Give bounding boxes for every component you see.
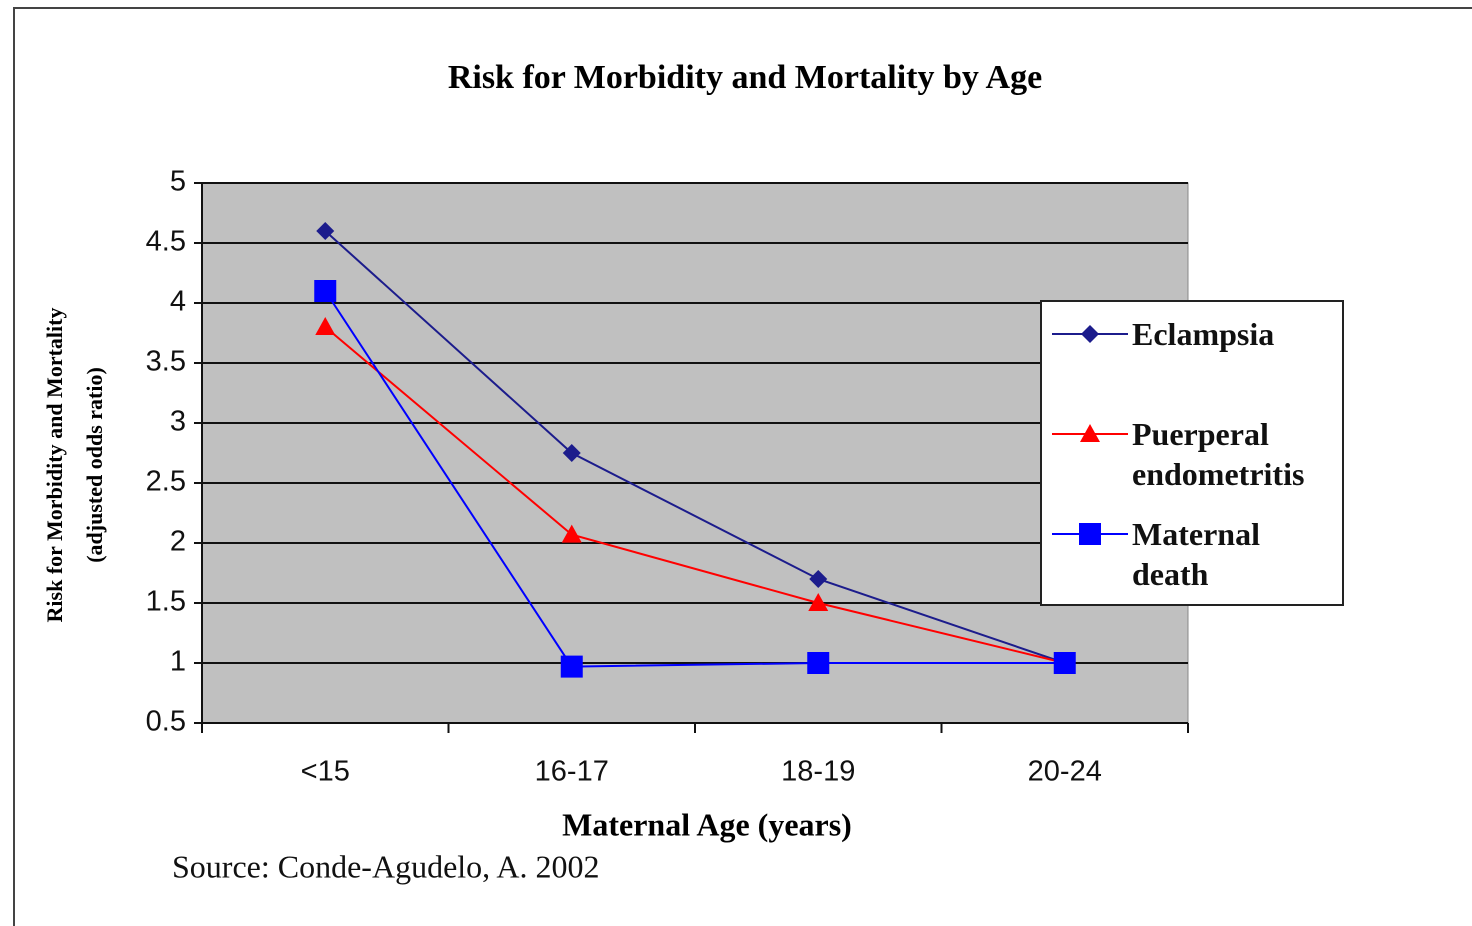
y-tick-label: 1 <box>170 646 186 678</box>
y-tick-label: 4 <box>170 286 186 318</box>
y-tick-label: 4.5 <box>146 226 186 258</box>
legend-label: Eclampsia <box>1132 316 1275 352</box>
x-axis-label: Maternal Age (years) <box>562 806 852 842</box>
y-axis-label: (adjusted odds ratio) <box>82 367 107 563</box>
legend: Eclampsia Puerperal endometritis Maternal … <box>1040 300 1344 606</box>
legend-label: Maternal death <box>1132 516 1260 592</box>
legend-swatch <box>1052 424 1128 442</box>
marker <box>561 524 582 543</box>
x-tick-label: 18-19 <box>781 756 855 788</box>
marker <box>560 655 583 678</box>
x-tick-label: 16-17 <box>535 756 609 788</box>
y-tick-label: 2.5 <box>146 466 186 498</box>
x-tick-label: <15 <box>301 756 350 788</box>
y-axis-label: Risk for Morbidity and Mortality <box>42 308 67 623</box>
legend-item: Puerperal endometritis <box>1052 414 1342 494</box>
y-tick-label: 3.5 <box>146 346 186 378</box>
y-tick-label: 3 <box>170 406 186 438</box>
marker <box>1079 523 1101 545</box>
legend-item: Maternal death <box>1052 514 1342 594</box>
marker <box>562 444 581 462</box>
legend-label: Puerperal endometritis <box>1132 416 1305 492</box>
series-line <box>324 230 1066 664</box>
marker <box>1053 652 1076 674</box>
series-line <box>324 326 1065 664</box>
x-tick-label: 20-24 <box>1028 756 1102 788</box>
series-line <box>324 290 1065 668</box>
frame <box>13 7 1472 926</box>
y-tick-label: 1.5 <box>146 586 186 618</box>
marker <box>1080 424 1100 442</box>
source: Source: Conde-Agudelo, A. 2002 <box>172 848 600 884</box>
marker <box>808 593 829 611</box>
y-tick-label: 0.5 <box>146 706 186 738</box>
legend-swatch <box>1052 325 1128 343</box>
marker <box>1081 325 1099 343</box>
marker <box>314 280 337 302</box>
marker <box>809 570 828 588</box>
plot-area <box>201 182 1189 724</box>
chart-title: Risk for Morbidity and Mortality by Age <box>448 59 1042 96</box>
marker <box>315 317 336 335</box>
legend-swatch <box>1052 523 1128 545</box>
y-tick-label: 2 <box>170 526 186 558</box>
marker <box>316 222 335 240</box>
legend-item: Eclampsia <box>1052 314 1342 354</box>
marker <box>807 652 830 674</box>
y-tick-label: 5 <box>170 166 186 198</box>
